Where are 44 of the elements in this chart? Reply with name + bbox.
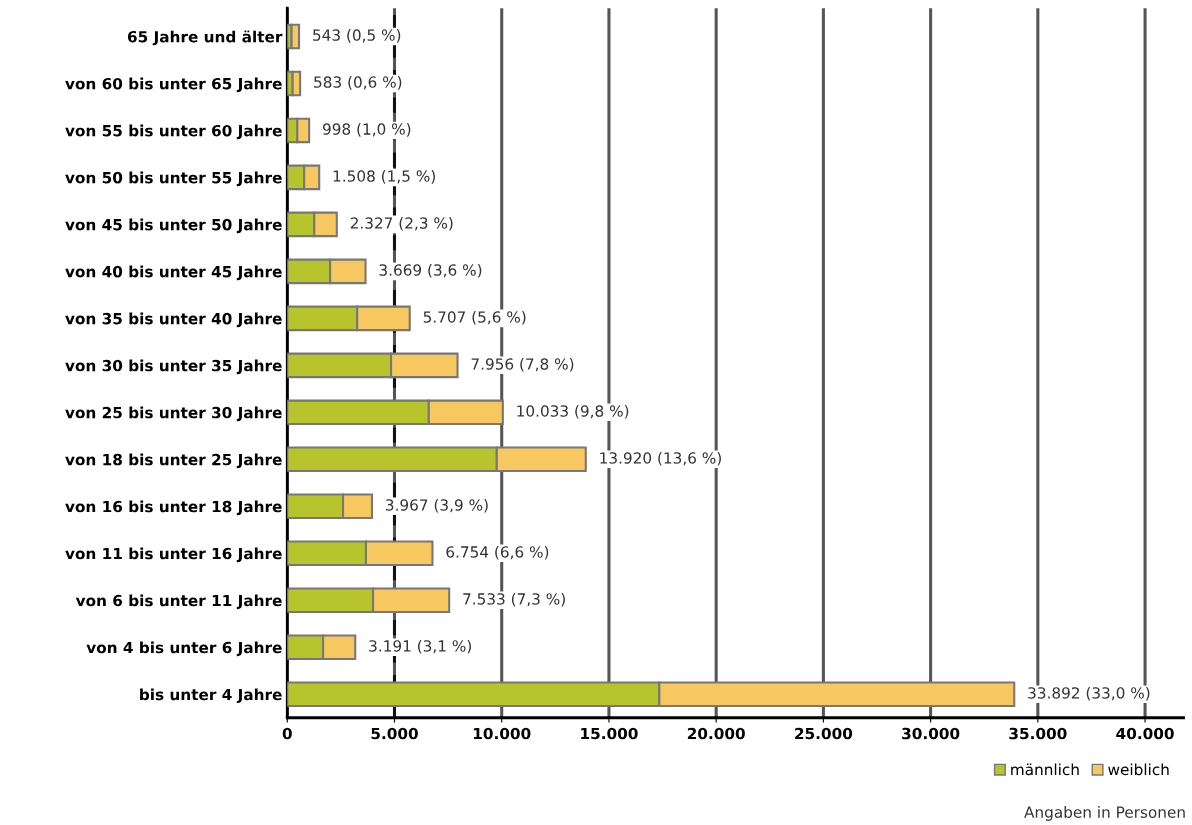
total-label: 7.956 (7,8 %) [471,357,574,372]
total-label: 3.191 (3,1 %) [369,639,471,654]
total-label: 998 (1,0 %) [322,123,411,137]
y-tick-label: von 40 bis unter 45 Jahre [65,265,282,281]
text: Angaben in Personen [1024,806,1185,821]
total-label: 583 (0,6 %) [314,76,402,90]
x-tick-label: 40.000 [1116,727,1174,740]
total-label: 6.754 (6,6 %) [446,545,549,560]
y-tick-label: 65 Jahre und älter [127,30,283,46]
y-tick-label: von 18 bis unter 25 Jahre [65,453,282,469]
total-label: 13.920 (13,6 %) [600,451,721,466]
y-tick-label: bis unter 4 Jahre [140,688,282,704]
total-label: 3.669 (3,6 %) [379,264,482,278]
bar [290,23,301,50]
total-label: 3.967 (3,9 %) [386,498,488,513]
y-tick-label: von 30 bis unter 35 Jahre [65,359,282,375]
y-tick-label: von 45 bis unter 50 Jahre [65,218,282,234]
bar [291,70,302,97]
y-tick-label: von 55 bis unter 60 Jahre [65,124,282,140]
total-label: 10.033 (9,8 %) [517,404,629,419]
y-tick-label: von 60 bis unter 65 Jahre [65,77,282,93]
x-tick-label: 0 [282,727,292,740]
y-tick-label: von 4 bis unter 6 Jahre [86,641,282,657]
x-tick-label: 15.000 [581,727,638,740]
legend-label: männlich [1011,763,1079,776]
x-tick-label: 5.000 [371,727,418,740]
x-tick-label: 25.000 [795,727,853,740]
y-tick-label: von 6 bis unter 11 Jahre [75,594,282,610]
y-tick-label: von 50 bis unter 55 Jahre [65,171,282,187]
x-tick-label: 20.000 [687,727,745,740]
y-tick-label: von 16 bis unter 18 Jahre [65,500,282,516]
total-label: 5.707 (5,6 %) [423,310,526,325]
total-label: 7.533 (7,3 %) [463,592,565,607]
total-label: 2.327 (2,3 %) [350,217,453,231]
x-tick-label: 10.000 [473,727,531,740]
x-tick-label: 35.000 [1009,727,1067,740]
x-tick-label: 30.000 [902,727,960,740]
y-tick-label: von 25 bis unter 30 Jahre [65,406,282,422]
total-label: 33.892 (33,0 %) [1028,686,1150,701]
y-tick-label: von 11 bis unter 16 Jahre [65,547,282,563]
total-label: 543 (0,5 %) [313,29,401,43]
total-label: 1.508 (1,5 %) [333,170,435,184]
y-tick-label: von 35 bis unter 40 Jahre [65,312,282,328]
legend-label: weiblich [1108,763,1169,776]
